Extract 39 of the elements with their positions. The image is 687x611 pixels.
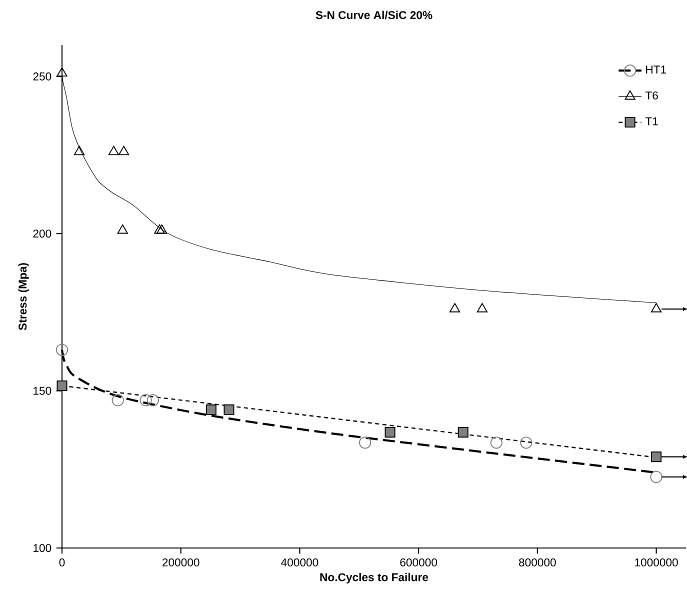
point (140, 394, 152, 406)
point (206, 404, 216, 415)
point (651, 452, 662, 462)
point (154, 224, 165, 234)
point (56, 344, 68, 356)
point (520, 436, 532, 449)
point (74, 146, 85, 156)
point (118, 146, 130, 156)
x-tick-label: 800000 (519, 558, 556, 566)
point (450, 302, 460, 312)
x-tick-label: 1000000 (635, 558, 678, 566)
chart-title: S-N Curve Al/SiC 20% (316, 10, 432, 20)
point (156, 224, 168, 234)
legend-label: T6 (645, 91, 658, 100)
x-tick-label: 400000 (281, 558, 318, 566)
point (476, 302, 488, 312)
point (458, 427, 468, 438)
point (112, 394, 124, 406)
point (224, 404, 234, 415)
point (117, 224, 128, 234)
x-axis-title: No.Cycles to Failure (320, 572, 428, 584)
y-tick-label: 100 (34, 544, 52, 552)
point (56, 67, 68, 77)
point (650, 470, 662, 484)
point (56, 380, 68, 392)
point (384, 427, 396, 438)
legend-label: HT1 (646, 66, 666, 74)
x-tick-label: 200000 (162, 558, 200, 566)
y-axis-title: Stress (Mpa) (18, 263, 29, 330)
x-tick-label: 0 (59, 558, 65, 566)
point (146, 394, 159, 406)
y-tick-label: 200 (33, 230, 52, 238)
x-tick-label: 600000 (400, 558, 438, 566)
point (490, 436, 502, 449)
legend-label: T1 (645, 117, 658, 126)
point (108, 146, 120, 156)
y-tick-label: 150 (34, 386, 52, 395)
point (359, 436, 372, 449)
y-tick-label: 250 (33, 72, 52, 80)
